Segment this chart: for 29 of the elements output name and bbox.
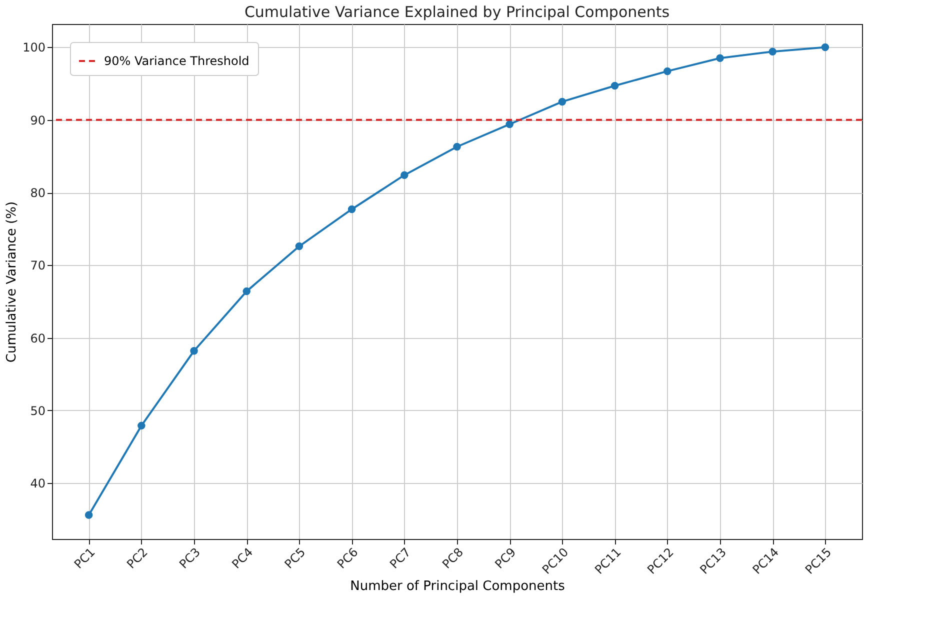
point: [190, 347, 198, 355]
point: [506, 120, 514, 128]
x-tick-label: PC9: [492, 545, 519, 572]
y-tick-label: 100: [22, 40, 46, 55]
legend-label: 90% Variance Threshold: [104, 54, 250, 68]
point: [242, 287, 250, 296]
point: [348, 205, 356, 214]
point: [768, 48, 776, 56]
point: [138, 422, 146, 430]
point: [453, 142, 461, 151]
y-tick-label: 70: [30, 258, 46, 273]
point: [558, 98, 566, 106]
point: [84, 511, 93, 519]
point: [664, 67, 672, 76]
y-tick-label: 50: [30, 404, 46, 418]
y-tick-label: 60: [30, 331, 46, 346]
point: [821, 43, 830, 52]
x-axis-title: Number of Principal Components: [350, 579, 566, 594]
y-tick-label: 90: [30, 113, 46, 128]
y-axis-title: Cumulative Variance (%): [4, 201, 20, 363]
point: [610, 82, 619, 90]
point: [400, 171, 408, 179]
point: [716, 54, 724, 62]
y-tick-label: 40: [30, 476, 46, 491]
x-tick-label: PC1: [71, 545, 98, 572]
point: [295, 242, 304, 250]
chart-title: Cumulative Variance Explained by Principal Components: [244, 3, 670, 21]
x-tick-label: PC2: [124, 545, 150, 572]
y-tick-label: 80: [30, 186, 46, 200]
